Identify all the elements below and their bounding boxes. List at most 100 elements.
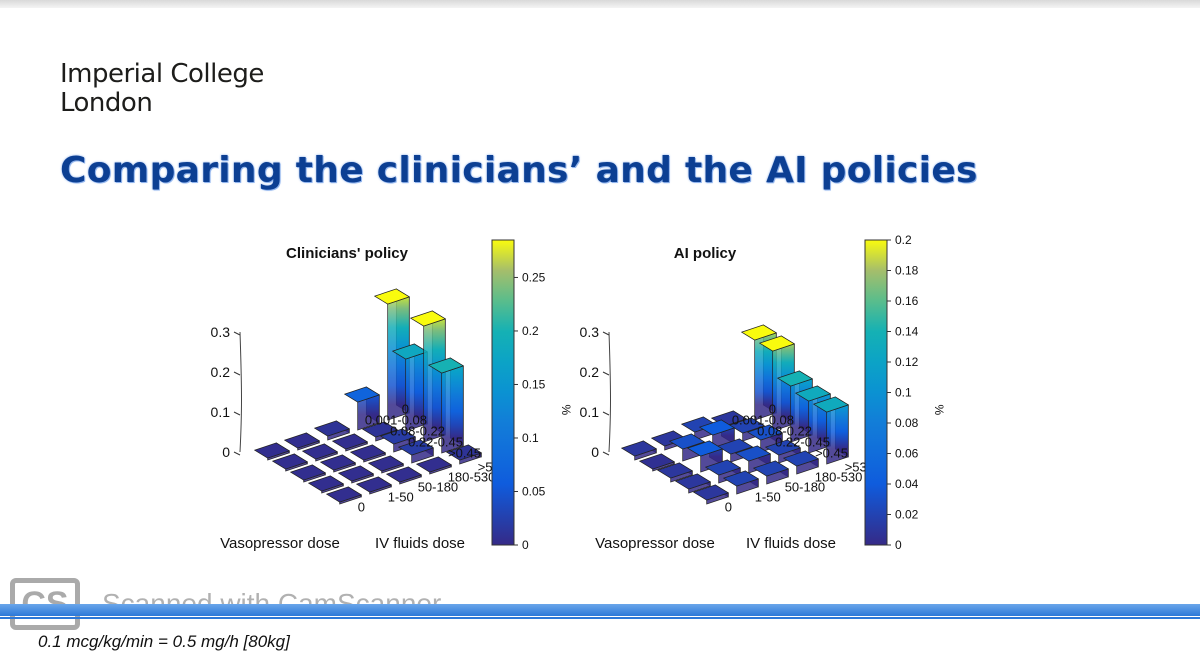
bar->0.45-180-530: [782, 450, 820, 475]
bar-face-top: [776, 370, 814, 387]
plot-area: [620, 324, 850, 505]
footer-bar: [0, 604, 1200, 616]
bar->0.45->530: [445, 444, 483, 465]
z-tick-label: 0: [222, 444, 230, 460]
bar-face-top: [782, 450, 820, 467]
bar-face-top: [319, 454, 357, 471]
x-axis-label: Vasopressor dose: [220, 535, 340, 552]
chart-title: AI policy: [674, 245, 737, 262]
bar-face-top: [427, 357, 465, 374]
colorbar-tick-label: 0: [522, 538, 529, 552]
x-axis-label: Vasopressor dose: [595, 535, 715, 552]
y-tick-label: 50-180: [785, 480, 825, 495]
slide-title: Comparing the clinicians’ and the AI pol…: [60, 150, 978, 191]
bar-face-top: [343, 386, 381, 403]
x-tick-label: 0.22-0.45: [408, 435, 463, 450]
bar-face-top: [812, 396, 850, 413]
colorbar-scale: [864, 239, 888, 546]
bar-face-top: [734, 445, 772, 462]
bar-0.22-0.45->530: [427, 357, 465, 454]
colorbar-tick-label: 0.2: [895, 233, 912, 247]
bar-0-50-180: [313, 420, 351, 441]
x-tick-label: >0.45: [815, 446, 848, 461]
bar-0->530: [373, 288, 411, 421]
logo-line-1: Imperial College: [60, 59, 264, 89]
bar-0.22-0.45-180-530: [397, 439, 435, 464]
bar->0.45-0: [325, 486, 363, 505]
bar-face-top: [349, 444, 387, 461]
bar-face-top: [397, 439, 435, 456]
logo-line-2: London: [60, 88, 153, 118]
footnote: 0.1 mcg/kg/min = 0.5 mg/h [80kg]: [38, 632, 290, 651]
colorbar-tick-label: 0.2: [522, 324, 539, 338]
colorbar-tick-label: 0.1: [522, 431, 539, 445]
y-tick-label: 180-530: [448, 470, 496, 485]
z-tick-label: 0.3: [580, 324, 600, 340]
colorbar-tick-label: 0.15: [522, 377, 546, 391]
colorbar-tick-label: 0.25: [522, 270, 546, 284]
x-tick-label: 0.001-0.08: [365, 413, 427, 428]
bar-face-top: [307, 475, 345, 492]
bar-face-top: [722, 470, 760, 487]
bar-0-0: [253, 442, 291, 461]
bar-0.001-0.08-0: [271, 453, 309, 472]
bar-face-top: [301, 443, 339, 460]
bar-face-top: [692, 484, 730, 501]
bar-face-top: [716, 438, 754, 455]
bar-0.001-0.08-50-180: [331, 433, 369, 452]
bar-face-top: [355, 476, 393, 493]
bar-face-top: [656, 462, 694, 479]
colorbar-tick-label: 0.08: [895, 416, 919, 430]
z-tick: [602, 371, 610, 376]
bar-face-top: [620, 440, 658, 457]
x-tick-label: 0.22-0.45: [775, 435, 830, 450]
bar-0.22-0.45-50-180: [367, 455, 405, 474]
bar-face-top: [325, 486, 363, 503]
colorbar-unit-label: %: [932, 405, 946, 416]
y-tick-label: 50-180: [418, 480, 458, 495]
bar-face-top: [686, 440, 724, 457]
bar-0.22-0.45-1-50: [704, 459, 742, 484]
bar-face-top: [728, 417, 766, 434]
z-tick: [233, 411, 241, 416]
colorbar-tick-label: 0.16: [895, 294, 919, 308]
z-tick: [602, 451, 610, 456]
chart-title: Clinicians' policy: [286, 245, 409, 262]
bar->0.45-1-50: [355, 476, 393, 495]
bar-face-top: [445, 444, 483, 461]
y-tick-label: 1-50: [755, 490, 781, 505]
bar-face-top: [283, 432, 321, 449]
ai-policy-chart: AI policy00.10.20.300.001-0.080.08-0.220…: [580, 233, 946, 552]
colorbar: 0 0.05 0.1 0.15 0.2 0.25%: [491, 239, 573, 552]
bar->0.45-1-50: [722, 470, 760, 495]
bar-face-top: [758, 335, 796, 352]
bar->0.45-50-180: [752, 460, 790, 485]
bar-0.08-0.22-0: [289, 464, 327, 483]
colorbar-tick-label: 0.1: [895, 386, 912, 400]
top-rule: [0, 0, 1200, 8]
bar-0.001-0.08->530: [758, 335, 796, 432]
bar->0.45-180-530: [415, 456, 453, 475]
bar-0.001-0.08-1-50: [301, 443, 339, 462]
z-tick-label: 0.1: [580, 404, 600, 420]
bar-0.08-0.22-1-50: [319, 454, 357, 473]
bar-0-1-50: [283, 432, 321, 451]
bar-face-top: [367, 455, 405, 472]
y-tick-label: 180-530: [815, 470, 863, 485]
bar-face-top: [313, 420, 351, 437]
y-tick-label: 0: [725, 500, 732, 515]
bar-0-180-530: [343, 386, 381, 431]
colorbar-tick-label: 0.04: [895, 477, 919, 491]
y-axis-label: IV fluids dose: [746, 535, 836, 552]
x-tick-label: 0.08-0.22: [390, 424, 445, 439]
bar-face-top: [746, 424, 784, 441]
x-tick-label: 0.001-0.08: [732, 413, 794, 428]
z-tick-label: 0: [591, 444, 599, 460]
colorbar-tick-label: 0.12: [895, 355, 919, 369]
z-axis-line: [239, 331, 242, 453]
bar-0.08-0.22-50-180: [349, 444, 387, 463]
bar-face-top: [638, 453, 676, 470]
z-tick: [233, 451, 241, 456]
z-tick-label: 0.1: [211, 404, 231, 420]
x-tick-label: 0.08-0.22: [757, 424, 812, 439]
